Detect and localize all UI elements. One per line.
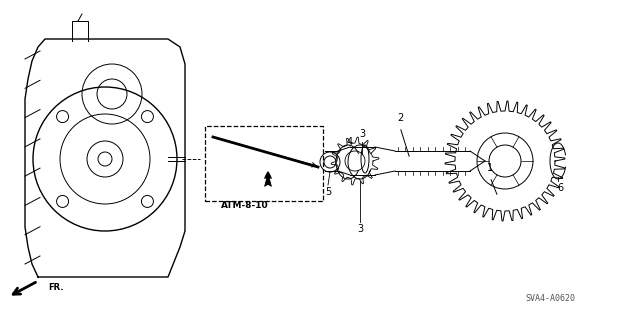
Text: FR.: FR. [48,283,63,292]
Text: 3: 3 [357,224,363,234]
Text: 5: 5 [325,187,331,197]
Text: 2: 2 [397,113,403,123]
Text: ATM-8-10: ATM-8-10 [221,201,269,210]
Text: SVA4-A0620: SVA4-A0620 [525,294,575,303]
Text: 1: 1 [487,163,493,173]
Text: 6: 6 [557,183,563,193]
Text: 4: 4 [347,137,353,147]
Text: 3: 3 [359,129,365,139]
